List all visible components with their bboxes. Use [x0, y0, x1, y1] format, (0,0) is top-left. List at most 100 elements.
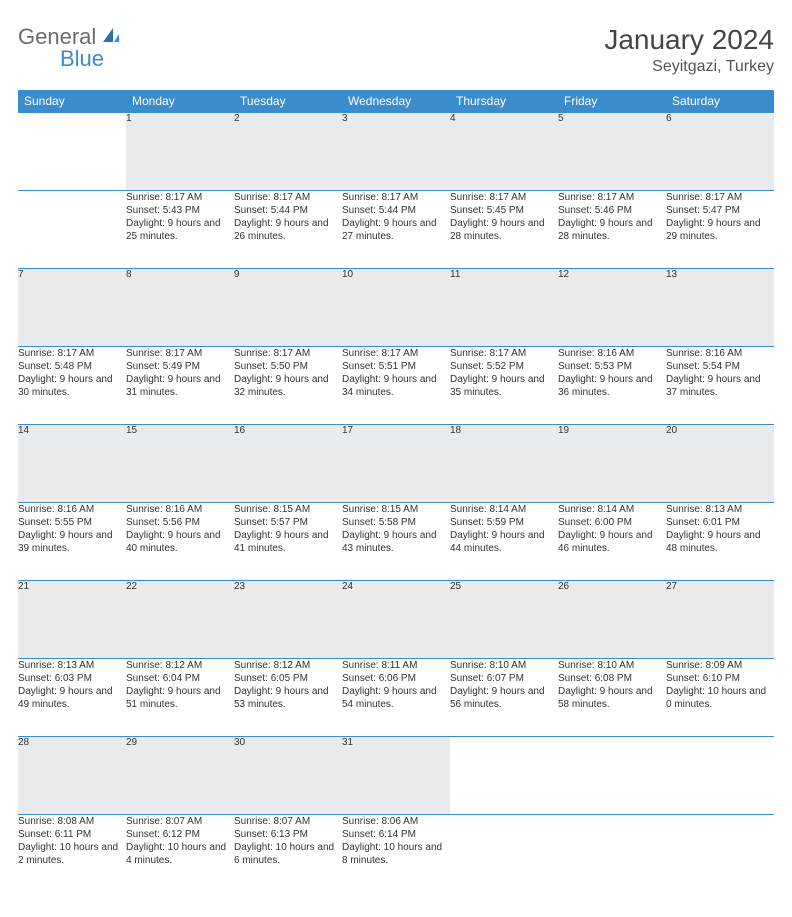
day-info-cell: Sunrise: 8:06 AMSunset: 6:14 PMDaylight:… [342, 815, 450, 893]
sunrise-line: Sunrise: 8:17 AM [18, 347, 126, 360]
sunset-line: Sunset: 6:03 PM [18, 672, 126, 685]
day-number-cell: 14 [18, 425, 126, 503]
daylight-line: Daylight: 9 hours and 41 minutes. [234, 529, 342, 555]
daynum-row: 28293031 [18, 737, 774, 815]
daylight-line: Daylight: 9 hours and 46 minutes. [558, 529, 666, 555]
day-info-cell: Sunrise: 8:17 AMSunset: 5:44 PMDaylight:… [342, 191, 450, 269]
sunrise-line: Sunrise: 8:07 AM [126, 815, 234, 828]
sunset-line: Sunset: 6:04 PM [126, 672, 234, 685]
daylight-line: Daylight: 9 hours and 37 minutes. [666, 373, 774, 399]
day-info-cell: Sunrise: 8:16 AMSunset: 5:56 PMDaylight:… [126, 503, 234, 581]
day-info-cell: Sunrise: 8:17 AMSunset: 5:50 PMDaylight:… [234, 347, 342, 425]
daylight-line: Daylight: 10 hours and 6 minutes. [234, 841, 342, 867]
sunset-line: Sunset: 5:56 PM [126, 516, 234, 529]
day-number-cell: 3 [342, 113, 450, 191]
day-number-cell: 26 [558, 581, 666, 659]
sunset-line: Sunset: 5:44 PM [234, 204, 342, 217]
daynum-row: 123456 [18, 113, 774, 191]
daylight-line: Daylight: 9 hours and 44 minutes. [450, 529, 558, 555]
sunset-line: Sunset: 5:57 PM [234, 516, 342, 529]
day-info-cell: Sunrise: 8:15 AMSunset: 5:57 PMDaylight:… [234, 503, 342, 581]
daynum-row: 78910111213 [18, 269, 774, 347]
day-number-cell: 4 [450, 113, 558, 191]
month-title: January 2024 [604, 24, 774, 56]
daylight-line: Daylight: 9 hours and 56 minutes. [450, 685, 558, 711]
day-info-cell [450, 815, 558, 893]
daylight-line: Daylight: 9 hours and 51 minutes. [126, 685, 234, 711]
day-info-cell: Sunrise: 8:12 AMSunset: 6:04 PMDaylight:… [126, 659, 234, 737]
sunset-line: Sunset: 5:49 PM [126, 360, 234, 373]
day-info-cell [558, 815, 666, 893]
daylight-line: Daylight: 9 hours and 40 minutes. [126, 529, 234, 555]
day-info-cell: Sunrise: 8:17 AMSunset: 5:43 PMDaylight:… [126, 191, 234, 269]
daylight-line: Daylight: 9 hours and 58 minutes. [558, 685, 666, 711]
sunrise-line: Sunrise: 8:10 AM [450, 659, 558, 672]
sunset-line: Sunset: 5:43 PM [126, 204, 234, 217]
day-number-cell: 12 [558, 269, 666, 347]
day-info-cell: Sunrise: 8:17 AMSunset: 5:44 PMDaylight:… [234, 191, 342, 269]
day-info-cell: Sunrise: 8:17 AMSunset: 5:46 PMDaylight:… [558, 191, 666, 269]
sunset-line: Sunset: 5:59 PM [450, 516, 558, 529]
day-number-cell [18, 113, 126, 191]
day-number-cell: 6 [666, 113, 774, 191]
day-number-cell [558, 737, 666, 815]
daylight-line: Daylight: 9 hours and 26 minutes. [234, 217, 342, 243]
day-number-cell: 31 [342, 737, 450, 815]
sunset-line: Sunset: 5:45 PM [450, 204, 558, 217]
location: Seyitgazi, Turkey [604, 58, 774, 76]
day-header: Tuesday [234, 90, 342, 113]
sunset-line: Sunset: 6:05 PM [234, 672, 342, 685]
day-number-cell: 7 [18, 269, 126, 347]
sunrise-line: Sunrise: 8:07 AM [234, 815, 342, 828]
day-number-cell: 29 [126, 737, 234, 815]
sunset-line: Sunset: 5:50 PM [234, 360, 342, 373]
sunrise-line: Sunrise: 8:16 AM [666, 347, 774, 360]
daylight-line: Daylight: 9 hours and 25 minutes. [126, 217, 234, 243]
sunset-line: Sunset: 5:55 PM [18, 516, 126, 529]
day-number-cell: 8 [126, 269, 234, 347]
sunrise-line: Sunrise: 8:16 AM [126, 503, 234, 516]
day-number-cell: 28 [18, 737, 126, 815]
sunrise-line: Sunrise: 8:14 AM [450, 503, 558, 516]
sunset-line: Sunset: 6:07 PM [450, 672, 558, 685]
daylight-line: Daylight: 9 hours and 32 minutes. [234, 373, 342, 399]
sunset-line: Sunset: 6:01 PM [666, 516, 774, 529]
day-info-cell: Sunrise: 8:07 AMSunset: 6:12 PMDaylight:… [126, 815, 234, 893]
daylight-line: Daylight: 9 hours and 43 minutes. [342, 529, 450, 555]
calendar-table: Sunday Monday Tuesday Wednesday Thursday… [18, 90, 774, 893]
sunset-line: Sunset: 5:44 PM [342, 204, 450, 217]
sunset-line: Sunset: 6:13 PM [234, 828, 342, 841]
sunrise-line: Sunrise: 8:17 AM [558, 191, 666, 204]
sunrise-line: Sunrise: 8:09 AM [666, 659, 774, 672]
daylight-line: Daylight: 9 hours and 53 minutes. [234, 685, 342, 711]
day-info-cell: Sunrise: 8:17 AMSunset: 5:47 PMDaylight:… [666, 191, 774, 269]
day-info-cell: Sunrise: 8:16 AMSunset: 5:54 PMDaylight:… [666, 347, 774, 425]
sunrise-line: Sunrise: 8:16 AM [18, 503, 126, 516]
day-header: Friday [558, 90, 666, 113]
day-info-cell: Sunrise: 8:09 AMSunset: 6:10 PMDaylight:… [666, 659, 774, 737]
sunrise-line: Sunrise: 8:17 AM [126, 191, 234, 204]
info-row: Sunrise: 8:16 AMSunset: 5:55 PMDaylight:… [18, 503, 774, 581]
day-info-cell [666, 815, 774, 893]
logo: General Blue [18, 24, 123, 50]
sunrise-line: Sunrise: 8:15 AM [234, 503, 342, 516]
day-number-cell [450, 737, 558, 815]
title-block: January 2024 Seyitgazi, Turkey [604, 24, 774, 76]
sunset-line: Sunset: 6:12 PM [126, 828, 234, 841]
sunrise-line: Sunrise: 8:17 AM [342, 191, 450, 204]
sunrise-line: Sunrise: 8:12 AM [126, 659, 234, 672]
sunset-line: Sunset: 6:14 PM [342, 828, 450, 841]
sunset-line: Sunset: 6:11 PM [18, 828, 126, 841]
day-info-cell: Sunrise: 8:13 AMSunset: 6:03 PMDaylight:… [18, 659, 126, 737]
day-number-cell: 9 [234, 269, 342, 347]
sunset-line: Sunset: 5:46 PM [558, 204, 666, 217]
day-info-cell: Sunrise: 8:17 AMSunset: 5:51 PMDaylight:… [342, 347, 450, 425]
day-header: Saturday [666, 90, 774, 113]
day-info-cell: Sunrise: 8:10 AMSunset: 6:08 PMDaylight:… [558, 659, 666, 737]
day-info-cell: Sunrise: 8:16 AMSunset: 5:55 PMDaylight:… [18, 503, 126, 581]
day-number-cell [666, 737, 774, 815]
daylight-line: Daylight: 9 hours and 49 minutes. [18, 685, 126, 711]
sunset-line: Sunset: 5:58 PM [342, 516, 450, 529]
daylight-line: Daylight: 9 hours and 27 minutes. [342, 217, 450, 243]
day-number-cell: 17 [342, 425, 450, 503]
